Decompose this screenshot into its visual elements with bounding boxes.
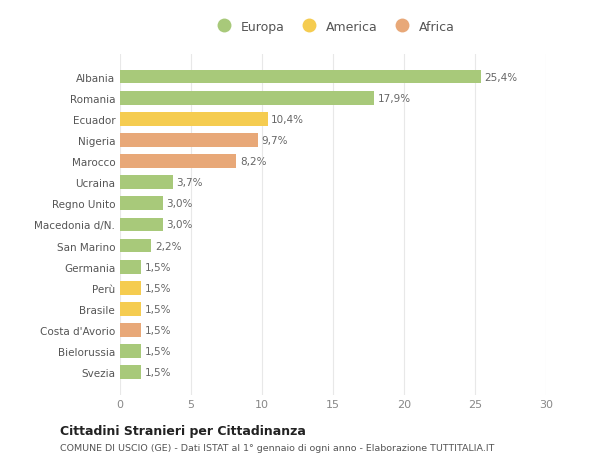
Text: 1,5%: 1,5% bbox=[145, 368, 172, 377]
Bar bbox=[120, 239, 151, 253]
Bar bbox=[120, 92, 374, 105]
Bar bbox=[120, 366, 142, 379]
Bar bbox=[120, 324, 142, 337]
Bar bbox=[120, 218, 163, 232]
Text: 3,0%: 3,0% bbox=[166, 199, 193, 209]
Bar bbox=[120, 112, 268, 126]
Bar bbox=[120, 71, 481, 84]
Text: 10,4%: 10,4% bbox=[271, 115, 304, 124]
Bar bbox=[120, 345, 142, 358]
Text: 17,9%: 17,9% bbox=[378, 94, 411, 103]
Bar bbox=[120, 155, 236, 168]
Legend: Europa, America, Africa: Europa, America, Africa bbox=[212, 21, 454, 34]
Bar bbox=[120, 260, 142, 274]
Text: 2,2%: 2,2% bbox=[155, 241, 181, 251]
Text: 25,4%: 25,4% bbox=[484, 73, 517, 82]
Text: 1,5%: 1,5% bbox=[145, 304, 172, 314]
Bar bbox=[120, 134, 258, 147]
Text: 1,5%: 1,5% bbox=[145, 283, 172, 293]
Text: 9,7%: 9,7% bbox=[261, 135, 288, 146]
Text: 1,5%: 1,5% bbox=[145, 325, 172, 335]
Bar bbox=[120, 302, 142, 316]
Text: Cittadini Stranieri per Cittadinanza: Cittadini Stranieri per Cittadinanza bbox=[60, 424, 306, 437]
Text: COMUNE DI USCIO (GE) - Dati ISTAT al 1° gennaio di ogni anno - Elaborazione TUTT: COMUNE DI USCIO (GE) - Dati ISTAT al 1° … bbox=[60, 443, 494, 452]
Text: 1,5%: 1,5% bbox=[145, 347, 172, 356]
Text: 1,5%: 1,5% bbox=[145, 262, 172, 272]
Text: 8,2%: 8,2% bbox=[240, 157, 266, 167]
Text: 3,7%: 3,7% bbox=[176, 178, 203, 188]
Bar bbox=[120, 197, 163, 211]
Bar bbox=[120, 176, 173, 190]
Bar bbox=[120, 281, 142, 295]
Text: 3,0%: 3,0% bbox=[166, 220, 193, 230]
